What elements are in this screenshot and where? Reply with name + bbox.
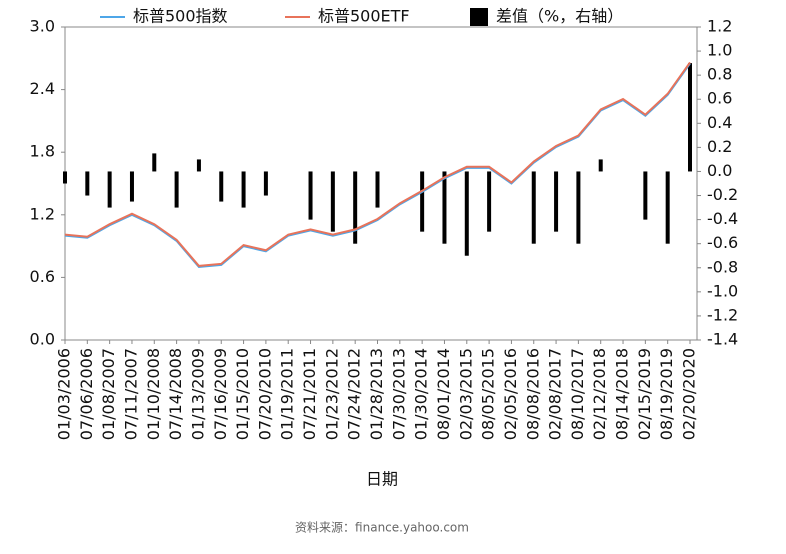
series-line: [64, 61, 691, 267]
y-tick-label: 0.6: [30, 267, 55, 286]
diff-bar: [420, 171, 425, 232]
legend-swatch: [470, 8, 488, 26]
y-tick-label: 0.0: [707, 161, 732, 180]
diff-bar: [263, 171, 268, 196]
x-tick-label: 08/08/2016: [523, 348, 542, 440]
x-tick-label: 01/13/2009: [188, 348, 207, 440]
x-tick-label: 01/10/2008: [144, 348, 163, 440]
legend-label: 标普500ETF: [318, 7, 410, 26]
y-tick-label: 0.6: [707, 89, 732, 108]
diff-bar: [174, 171, 179, 208]
x-tick-label: 02/05/2016: [501, 348, 520, 440]
y-tick-label: -0.2: [707, 185, 738, 204]
diff-bar: [330, 171, 335, 232]
y-tick-label: 1.0: [707, 41, 732, 60]
diff-bar: [107, 171, 112, 208]
x-tick-label: 07/20/2010: [255, 348, 274, 440]
x-tick-label: 02/12/2018: [590, 348, 609, 440]
diff-bar: [353, 171, 358, 244]
diff-bar: [554, 171, 559, 232]
x-tick-label: 02/20/2020: [680, 348, 699, 440]
y-tick-label: 3.0: [30, 17, 55, 36]
x-tick-label: 01/15/2010: [233, 348, 252, 440]
diff-bar: [531, 171, 536, 244]
y-tick-label: -0.8: [707, 257, 738, 276]
y-tick-label: -1.4: [707, 330, 738, 349]
series-line: [64, 62, 691, 269]
diff-bar: [375, 171, 380, 208]
diff-bar: [152, 153, 157, 172]
diff-bar: [576, 171, 581, 244]
x-tick-label: 08/01/2014: [434, 348, 453, 440]
x-tick-label: 01/19/2011: [278, 348, 297, 440]
diff-bar: [219, 171, 224, 202]
y-tick-label: -0.6: [707, 233, 738, 252]
diff-bar: [442, 171, 447, 244]
x-tick-label: 07/11/2007: [121, 348, 140, 440]
y-tick-label: 0.4: [707, 113, 732, 132]
x-tick-label: 07/21/2011: [300, 348, 319, 440]
legend-label: 差值（%，右轴）: [496, 7, 623, 26]
x-tick-label: 02/08/2017: [546, 348, 565, 440]
x-tick-label: 01/23/2012: [322, 348, 341, 440]
diff-bar: [598, 159, 603, 172]
diff-bar: [688, 63, 692, 172]
x-tick-label: 08/05/2015: [479, 348, 498, 440]
legend-label: 标普500指数: [133, 7, 228, 26]
x-tick-label: 07/30/2013: [389, 348, 408, 440]
x-tick-label: 07/06/2006: [77, 348, 96, 440]
x-axis-label: 日期: [366, 470, 398, 489]
x-tick-label: 02/03/2015: [456, 348, 475, 440]
y-tick-label: 1.8: [30, 142, 55, 161]
x-tick-label: 07/24/2012: [345, 348, 364, 440]
diff-bar: [85, 171, 90, 196]
diff-bar: [464, 171, 469, 256]
diff-bar: [487, 171, 492, 232]
x-tick-label: 07/16/2009: [211, 348, 230, 440]
source-note: 资料来源：finance.yahoo.com: [295, 521, 469, 535]
y-tick-label: 1.2: [30, 204, 55, 223]
y-tick-label: 0.8: [707, 65, 732, 84]
y-tick-label: 1.2: [707, 17, 732, 36]
x-tick-label: 07/14/2008: [166, 348, 185, 440]
y-tick-label: 0.0: [30, 330, 55, 349]
y-tick-label: 0.2: [707, 137, 732, 156]
diff-bar: [308, 171, 313, 220]
y-tick-label: 2.4: [30, 79, 55, 98]
y-tick-label: -1.2: [707, 305, 738, 324]
diff-bar: [196, 159, 201, 172]
x-tick-label: 08/10/2017: [568, 348, 587, 440]
x-tick-label: 01/30/2014: [412, 348, 431, 440]
diff-bar: [643, 171, 648, 220]
x-tick-label: 01/28/2013: [367, 348, 386, 440]
x-tick-label: 08/14/2018: [613, 348, 632, 440]
diff-bar: [665, 171, 670, 244]
diff-bar: [129, 171, 134, 202]
x-tick-label: 01/08/2007: [99, 348, 118, 440]
y-tick-label: -0.4: [707, 209, 738, 228]
diff-bar: [63, 171, 67, 184]
x-tick-label: 02/15/2019: [635, 348, 654, 440]
x-tick-label: 01/03/2006: [55, 348, 74, 440]
x-tick-label: 08/19/2019: [657, 348, 676, 440]
y-tick-label: -1.0: [707, 281, 738, 300]
diff-bar: [241, 171, 246, 208]
plot-frame: [64, 26, 698, 341]
